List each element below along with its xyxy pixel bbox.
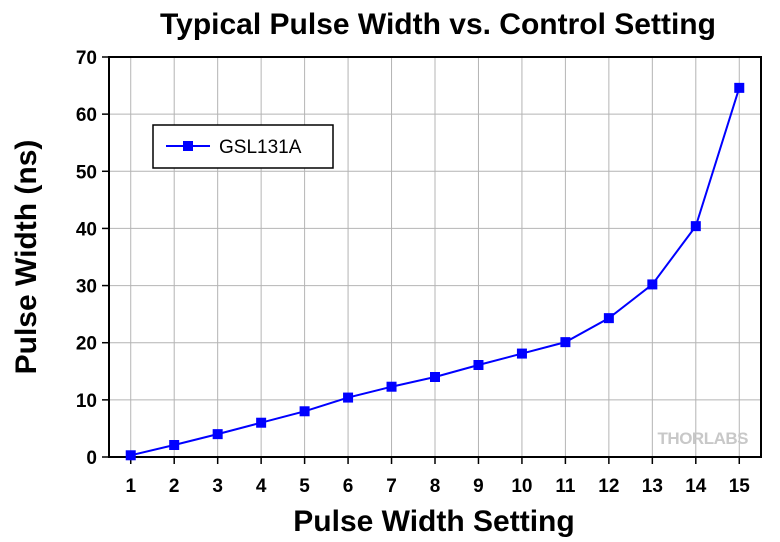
x-tick-label: 6 [343,476,354,497]
x-tick-label: 5 [299,476,310,497]
data-point [516,348,527,359]
data-point [734,82,745,93]
legend: GSL131A [152,124,334,169]
grid [109,57,761,457]
x-tick-label: 8 [430,476,441,497]
y-tick-label: 50 [76,162,97,183]
x-tick-label: 2 [169,476,180,497]
data-point [560,337,571,348]
x-tick-label: 14 [685,476,707,497]
data-point [299,406,310,417]
x-tick-label: 4 [256,476,267,497]
x-axis-title: Pulse Width Setting [293,505,574,538]
data-point [212,429,223,440]
y-tick-label: 30 [76,277,97,298]
data-point [343,392,354,403]
x-tick-label: 3 [212,476,223,497]
x-tick-label: 9 [473,476,484,497]
y-tick-label: 20 [76,334,97,355]
x-tick-label: 1 [125,476,136,497]
x-tick-label: 13 [642,476,663,497]
x-tick-label: 7 [386,476,397,497]
data-point [647,279,658,290]
data-point [169,440,180,450]
data-point [473,360,484,370]
legend-marker [183,141,193,151]
legend-label: GSL131A [219,137,302,158]
data-point [603,313,614,324]
y-axis-title: Pulse Width (ns) [10,140,43,375]
y-tick-label: 10 [76,391,97,412]
data-point [256,417,267,428]
y-tick-label: 70 [76,48,97,69]
series-layer [125,82,745,461]
x-tick-label: 15 [729,476,751,497]
x-tick-label: 11 [555,476,576,497]
data-point [386,381,397,392]
x-tick-label: 10 [511,476,532,497]
data-point [690,221,701,232]
y-tick-label: 40 [76,219,97,240]
data-point [125,450,136,461]
y-tick-label: 0 [86,448,97,469]
data-point [430,372,440,382]
watermark-logo: THORLABS [658,429,749,448]
x-tick-label: 12 [598,476,619,497]
y-tick-label: 60 [76,105,97,126]
chart-title: Typical Pulse Width vs. Control Setting [160,8,716,41]
